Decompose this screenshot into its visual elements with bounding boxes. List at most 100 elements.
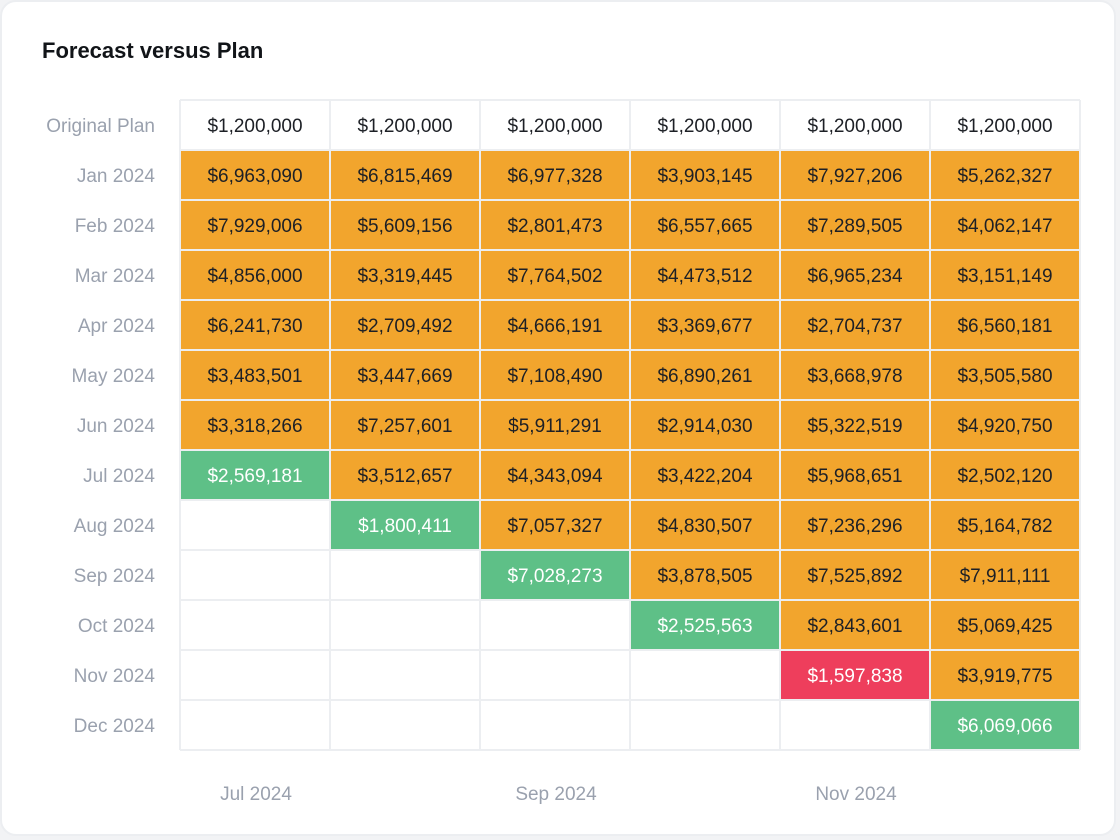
heatmap-cell[interactable]: [931, 351, 1079, 399]
heatmap-cell[interactable]: [781, 201, 929, 249]
heatmap-cell-value: $3,903,145: [657, 166, 752, 187]
heatmap-cell[interactable]: [631, 351, 779, 399]
heatmap-empty-cell: [331, 701, 479, 749]
heatmap-cell-value: $7,028,273: [507, 566, 602, 587]
heatmap-cell-value: $7,764,502: [507, 266, 602, 287]
heatmap-cell-value: $3,505,580: [957, 366, 1052, 387]
row-label: Jul 2024: [83, 466, 155, 487]
heatmap-cell[interactable]: [631, 251, 779, 299]
heatmap-cell[interactable]: [781, 651, 929, 699]
row-label: Nov 2024: [74, 666, 156, 687]
heatmap-cell[interactable]: [481, 251, 629, 299]
heatmap-cell[interactable]: [331, 401, 479, 449]
heatmap-cell[interactable]: [331, 351, 479, 399]
heatmap-cell[interactable]: [481, 401, 629, 449]
heatmap-cell-value: $3,483,501: [207, 366, 302, 387]
heatmap-cell-value: $5,609,156: [357, 216, 452, 237]
heatmap-cell-value: $6,560,181: [957, 316, 1052, 337]
heatmap-cell[interactable]: [181, 401, 329, 449]
heatmap-cell[interactable]: [481, 201, 629, 249]
heatmap-cell[interactable]: [181, 101, 329, 149]
heatmap-cell[interactable]: [781, 601, 929, 649]
heatmap-cell[interactable]: [781, 351, 929, 399]
heatmap-cell[interactable]: [631, 401, 779, 449]
heatmap-cell-value: $6,963,090: [207, 166, 302, 187]
heatmap-cell[interactable]: [331, 251, 479, 299]
heatmap-cell[interactable]: [481, 151, 629, 199]
heatmap-cell[interactable]: [931, 101, 1079, 149]
heatmap-cell-value: $7,929,006: [207, 216, 302, 237]
heatmap-cell[interactable]: [481, 301, 629, 349]
heatmap-cell[interactable]: [331, 451, 479, 499]
heatmap-cell[interactable]: [631, 601, 779, 649]
heatmap-cell[interactable]: [931, 501, 1079, 549]
heatmap-cell-value: $4,062,147: [957, 216, 1052, 237]
heatmap-cell[interactable]: [481, 501, 629, 549]
heatmap-cell-value: $3,422,204: [657, 466, 753, 487]
heatmap-cell[interactable]: [781, 251, 929, 299]
x-axis-tick-label: Sep 2024: [515, 784, 597, 805]
heatmap-empty-cell: [781, 701, 929, 749]
heatmap-cell[interactable]: [781, 301, 929, 349]
heatmap-cell-value: $7,057,327: [507, 516, 602, 537]
heatmap-cell[interactable]: [931, 651, 1079, 699]
heatmap-cell-value: $6,069,066: [957, 716, 1052, 737]
heatmap-cell-value: $4,666,191: [507, 316, 602, 337]
heatmap-cell[interactable]: [931, 401, 1079, 449]
heatmap-cell[interactable]: [931, 151, 1079, 199]
heatmap-empty-cell: [631, 701, 779, 749]
row-label: May 2024: [72, 366, 156, 387]
heatmap-cell[interactable]: [631, 101, 779, 149]
heatmap-cell[interactable]: [931, 201, 1079, 249]
heatmap-cell[interactable]: [181, 251, 329, 299]
heatmap-cell-value: $5,911,291: [508, 416, 602, 437]
heatmap-cell-value: $3,319,445: [357, 266, 452, 287]
heatmap-cell[interactable]: [331, 501, 479, 549]
heatmap-cell[interactable]: [781, 451, 929, 499]
heatmap-cell-value: $3,878,505: [657, 566, 752, 587]
heatmap-cell-value: $6,977,328: [507, 166, 602, 187]
heatmap-cell[interactable]: [631, 501, 779, 549]
heatmap-cell[interactable]: [931, 601, 1079, 649]
heatmap-cell-value: $5,968,651: [807, 466, 902, 487]
heatmap-cell[interactable]: [481, 451, 629, 499]
chart-title: Forecast versus Plan: [42, 38, 264, 63]
heatmap-cell[interactable]: [331, 301, 479, 349]
heatmap-cell[interactable]: [931, 701, 1079, 749]
heatmap-cell[interactable]: [781, 501, 929, 549]
heatmap-empty-cell: [181, 601, 329, 649]
heatmap-cell[interactable]: [631, 201, 779, 249]
heatmap-cell[interactable]: [631, 151, 779, 199]
heatmap-cell[interactable]: [781, 551, 929, 599]
heatmap-cell-value: $6,890,261: [657, 366, 752, 387]
heatmap-cell-value: $2,525,563: [657, 616, 752, 637]
heatmap-cell[interactable]: [931, 251, 1079, 299]
heatmap-cell[interactable]: [181, 351, 329, 399]
heatmap-cell[interactable]: [931, 301, 1079, 349]
heatmap-cell-value: $6,815,469: [357, 166, 452, 187]
heatmap-cell-value: $1,800,411: [358, 516, 452, 537]
heatmap-cell[interactable]: [181, 201, 329, 249]
heatmap-cell[interactable]: [781, 401, 929, 449]
heatmap-cell[interactable]: [481, 551, 629, 599]
x-axis-tick-label: Jul 2024: [220, 784, 292, 805]
heatmap-cell[interactable]: [781, 151, 929, 199]
heatmap-cell[interactable]: [181, 301, 329, 349]
heatmap-cell[interactable]: [931, 451, 1079, 499]
heatmap-cell[interactable]: [331, 101, 479, 149]
heatmap-cell[interactable]: [631, 451, 779, 499]
heatmap-cell-value: $2,569,181: [207, 466, 302, 487]
heatmap-cell-value: $7,289,505: [807, 216, 902, 237]
heatmap-cell[interactable]: [331, 151, 479, 199]
heatmap-cell[interactable]: [481, 101, 629, 149]
heatmap-cell[interactable]: [781, 101, 929, 149]
heatmap-cell[interactable]: [631, 301, 779, 349]
heatmap-cell-value: $1,200,000: [357, 116, 452, 137]
heatmap-cell[interactable]: [931, 551, 1079, 599]
heatmap-cell-value: $6,241,730: [207, 316, 302, 337]
heatmap-cell[interactable]: [181, 451, 329, 499]
heatmap-cell[interactable]: [181, 151, 329, 199]
heatmap-cell[interactable]: [331, 201, 479, 249]
heatmap-cell[interactable]: [631, 551, 779, 599]
heatmap-cell[interactable]: [481, 351, 629, 399]
